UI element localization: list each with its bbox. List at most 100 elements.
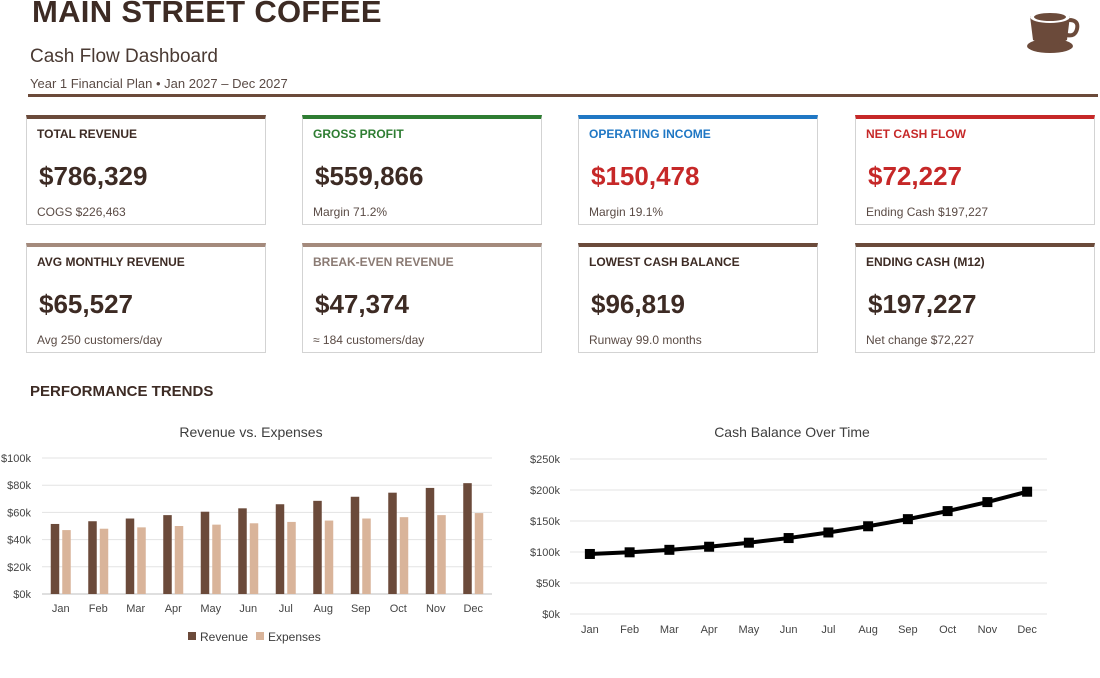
revenue-bar (200, 511, 210, 594)
expenses-bar (287, 521, 296, 594)
cash-balance-marker (982, 497, 993, 508)
x-tick-label: Feb (620, 624, 639, 636)
revenue-bar (425, 487, 435, 594)
x-tick-label: Feb (89, 603, 108, 615)
x-tick-label: Mar (126, 603, 145, 615)
plan-period: Year 1 Financial Plan • Jan 2027 – Dec 2… (30, 76, 288, 91)
kpi-subtext: Ending Cash $197,227 (866, 205, 989, 219)
x-tick-label: May (738, 624, 759, 636)
x-tick-label: Jul (821, 624, 835, 636)
cash-balance-marker (704, 541, 715, 552)
kpi-subtext: Margin 71.2% (313, 205, 388, 219)
x-tick-label: Jul (279, 603, 293, 615)
revenue-bar (275, 504, 285, 594)
expenses-bar (324, 520, 334, 594)
x-tick-label: Sep (351, 603, 371, 615)
revenue-bar (388, 492, 397, 594)
kpi-card: AVG MONTHLY REVENUE $65,527 Avg 250 custom… (26, 243, 266, 353)
y-tick-label: $20k (7, 562, 31, 574)
cash-balance-marker (743, 537, 754, 548)
revenue-bar (125, 518, 135, 594)
x-tick-label: Sep (898, 624, 918, 636)
revenue-bar (238, 508, 247, 594)
kpi-value: $150,478 (591, 161, 700, 191)
y-tick-label: $100k (530, 547, 560, 559)
y-tick-label: $80k (7, 480, 31, 492)
revenue-bar (50, 523, 60, 594)
kpi-card: LOWEST CASH BALANCE $96,819 Runway 99.0 mo… (578, 243, 818, 353)
cash-balance-marker (902, 514, 913, 525)
expenses-bar (212, 524, 221, 594)
kpi-subtext: COGS $226,463 (37, 205, 126, 219)
cash-balance-marker (783, 533, 794, 544)
legend-swatch (256, 632, 264, 640)
kpi-card: GROSS PROFIT $559,866 Margin 71.2% (302, 115, 542, 225)
x-tick-label: Oct (939, 624, 956, 636)
expenses-bar (174, 526, 184, 594)
x-tick-label: May (200, 603, 221, 615)
expenses-bar (62, 530, 71, 594)
cash-balance-marker (942, 506, 953, 517)
x-tick-label: Jan (52, 603, 70, 615)
legend-label: Expenses (268, 630, 321, 644)
kpi-subtext: Net change $72,227 (866, 333, 975, 347)
x-tick-label: Aug (858, 624, 878, 636)
legend-swatch (188, 632, 196, 640)
x-tick-label: Jun (780, 624, 798, 636)
cash-balance-marker (1022, 486, 1033, 497)
x-tick-label: Dec (463, 603, 483, 615)
x-tick-label: Jan (581, 624, 599, 636)
y-tick-label: $40k (7, 535, 31, 547)
revenue-bar (163, 515, 172, 594)
chart-title: Cash Balance Over Time (714, 424, 870, 440)
dashboard-subtitle: Cash Flow Dashboard (30, 46, 218, 67)
revenue-bar (350, 496, 360, 594)
y-tick-label: $250k (530, 454, 560, 466)
x-tick-label: Oct (390, 603, 407, 615)
section-title: PERFORMANCE TRENDS (30, 383, 214, 400)
expenses-bar (137, 527, 146, 594)
chart-title: Revenue vs. Expenses (179, 424, 322, 440)
coffee-cup-icon (1027, 11, 1080, 53)
kpi-value: $786,329 (39, 161, 148, 191)
kpi-label: LOWEST CASH BALANCE (589, 255, 740, 269)
kpi-label: TOTAL REVENUE (37, 127, 138, 141)
expenses-bar (99, 528, 109, 594)
y-tick-label: $100k (1, 453, 31, 465)
cash-balance-marker (584, 548, 595, 559)
x-tick-label: Apr (165, 603, 182, 615)
x-tick-label: Nov (426, 603, 446, 615)
kpi-subtext: Margin 19.1% (589, 205, 664, 219)
cash-balance-marker (624, 547, 635, 558)
y-tick-label: $0k (13, 589, 31, 601)
kpi-value: $65,527 (39, 289, 133, 319)
x-tick-label: Mar (660, 624, 679, 636)
x-tick-label: Dec (1017, 624, 1037, 636)
expenses-bar (399, 517, 409, 594)
expenses-bar (362, 518, 371, 594)
y-tick-label: $150k (530, 516, 560, 528)
cash-balance-chart: Cash Balance Over Time $0k $50k $100k $150k $… (530, 424, 1047, 636)
header-rule (28, 94, 1098, 97)
expenses-bar (474, 513, 484, 594)
revenue-bar (88, 521, 97, 594)
revenue-bar (313, 500, 322, 594)
kpi-label: ENDING CASH (M12) (866, 255, 985, 269)
kpi-card: TOTAL REVENUE $786,329 COGS $226,463 (26, 115, 266, 225)
cash-balance-marker (863, 521, 874, 532)
expenses-bar (249, 523, 259, 594)
kpi-label: OPERATING INCOME (589, 127, 711, 141)
kpi-subtext: ≈ 184 customers/day (313, 333, 425, 347)
kpi-label: BREAK-EVEN REVENUE (313, 255, 454, 269)
y-tick-label: $200k (530, 485, 560, 497)
kpi-subtext: Runway 99.0 months (589, 333, 702, 347)
y-tick-label: $60k (7, 507, 31, 519)
kpi-value: $197,227 (868, 289, 977, 319)
kpi-label: NET CASH FLOW (866, 127, 966, 141)
cash-balance-marker (664, 544, 675, 555)
kpi-card: OPERATING INCOME $150,478 Margin 19.1% (578, 115, 818, 225)
kpi-value: $72,227 (868, 161, 962, 191)
kpi-value: $47,374 (315, 289, 409, 319)
x-tick-label: Jun (239, 603, 257, 615)
kpi-value: $96,819 (591, 289, 685, 319)
